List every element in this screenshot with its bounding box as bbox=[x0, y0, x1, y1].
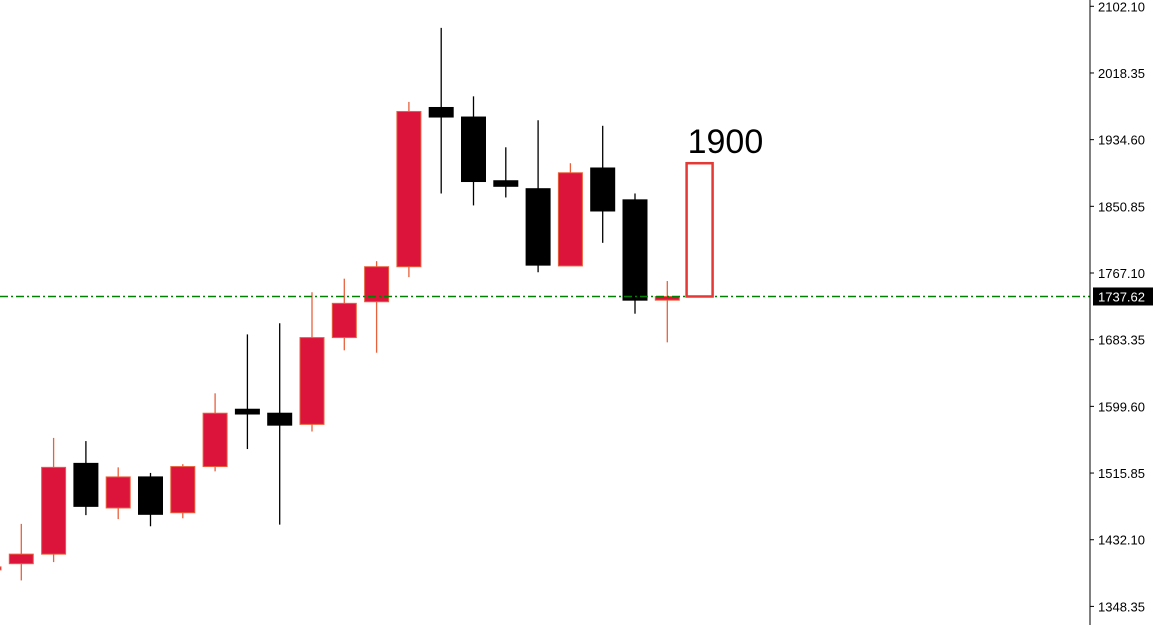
candle bbox=[73, 441, 99, 516]
candle-body bbox=[428, 106, 454, 118]
current-price-label: 1737.62 bbox=[1098, 289, 1145, 304]
candle bbox=[557, 163, 583, 267]
candle bbox=[234, 334, 260, 450]
y-tick-label: 1934.60 bbox=[1098, 133, 1145, 148]
candle-body bbox=[170, 466, 196, 514]
candle bbox=[105, 467, 131, 520]
candle bbox=[8, 523, 34, 581]
y-tick-label: 1767.10 bbox=[1098, 266, 1145, 281]
target-box bbox=[685, 161, 714, 298]
candle-body bbox=[331, 302, 357, 339]
candle bbox=[267, 323, 293, 525]
candle bbox=[428, 27, 454, 194]
candle-body bbox=[73, 462, 99, 507]
candle-body bbox=[267, 412, 293, 426]
y-tick-label: 1432.10 bbox=[1098, 533, 1145, 548]
target-annotation: 1900 bbox=[688, 123, 764, 161]
candle-body bbox=[8, 553, 34, 565]
candle-body bbox=[461, 116, 486, 183]
candle-body bbox=[396, 110, 422, 268]
candle bbox=[138, 472, 163, 527]
candle-body bbox=[234, 408, 260, 415]
candle-body bbox=[590, 167, 616, 212]
candle-body bbox=[105, 476, 131, 509]
candle-body bbox=[299, 337, 325, 425]
candle bbox=[493, 147, 519, 198]
candle bbox=[202, 393, 228, 472]
candle-body bbox=[493, 180, 519, 187]
candle bbox=[525, 120, 551, 273]
candle-body bbox=[202, 412, 228, 468]
candle-body bbox=[0, 566, 2, 571]
current-price-tag-bg bbox=[1093, 287, 1153, 306]
y-tick-label: 1850.85 bbox=[1098, 199, 1145, 214]
candle bbox=[299, 292, 325, 432]
candle bbox=[622, 193, 648, 314]
candle-body bbox=[622, 199, 648, 301]
y-tick-label: 1599.60 bbox=[1098, 399, 1145, 414]
y-tick-label: 1515.85 bbox=[1098, 466, 1145, 481]
candle-body bbox=[138, 476, 163, 515]
y-tick-label: 1683.35 bbox=[1098, 333, 1145, 348]
candle bbox=[364, 261, 390, 353]
candle bbox=[590, 125, 616, 243]
y-tick-label: 2102.10 bbox=[1098, 0, 1145, 14]
candle bbox=[0, 566, 2, 571]
price-axis: 2102.10 2018.35 1934.60 1850.85 1767.10 1683.… bbox=[1090, 0, 1145, 614]
candle-body bbox=[41, 466, 67, 555]
candle bbox=[461, 96, 486, 206]
candle-body bbox=[525, 188, 551, 266]
candle-body bbox=[364, 266, 390, 303]
y-tick-label: 1348.35 bbox=[1098, 599, 1145, 614]
candle-body bbox=[557, 172, 583, 267]
candle bbox=[170, 464, 196, 519]
candle bbox=[396, 101, 422, 278]
y-tick-label: 2018.35 bbox=[1098, 66, 1145, 81]
candles-layer bbox=[0, 27, 680, 581]
candle bbox=[41, 437, 67, 563]
candle bbox=[331, 278, 357, 351]
current-price-tag: 1737.62 bbox=[1093, 287, 1153, 306]
